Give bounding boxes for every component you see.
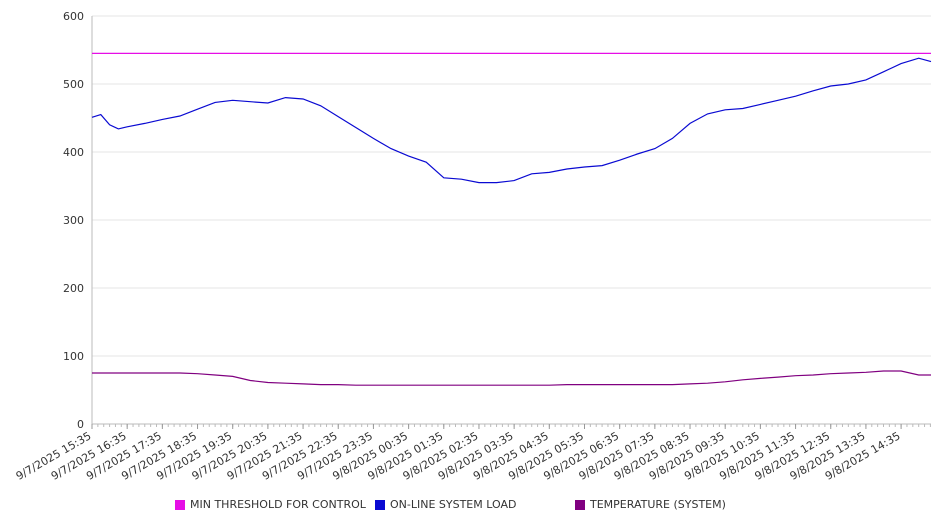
series-line-1 [91, 57, 932, 184]
legend-label-min-threshold: MIN THRESHOLD FOR CONTROL [190, 498, 366, 511]
y-tick-label: 600 [63, 10, 84, 23]
legend-label-temperature: TEMPERATURE (SYSTEM) [590, 498, 726, 511]
y-tick-label: 300 [63, 214, 84, 227]
x-axis-ticks: 9/7/2025 15:359/7/2025 16:359/7/2025 17:… [14, 424, 903, 483]
legend: MIN THRESHOLD FOR CONTROL ON-LINE SYSTEM… [0, 498, 946, 514]
series-line-2 [92, 370, 931, 386]
legend-label-system-load: ON-LINE SYSTEM LOAD [390, 498, 517, 511]
series-lines [91, 52, 932, 386]
legend-swatch-min-threshold [175, 499, 185, 510]
legend-item-temperature: TEMPERATURE (SYSTEM) [575, 498, 726, 511]
y-tick-label: 200 [63, 282, 84, 295]
legend-swatch-temperature [575, 499, 585, 510]
y-tick-label: 400 [63, 146, 84, 159]
legend-item-system-load: ON-LINE SYSTEM LOAD [375, 498, 516, 511]
legend-swatch-system-load [375, 499, 385, 510]
y-axis-ticks: 0 100 200 300 400 500 600 [63, 10, 84, 431]
legend-item-min-threshold: MIN THRESHOLD FOR CONTROL [175, 498, 366, 511]
y-tick-label: 500 [63, 78, 84, 91]
grid-lines [92, 15, 931, 357]
axes [91, 16, 931, 425]
y-tick-label: 100 [63, 350, 84, 363]
y-tick-label: 0 [77, 418, 84, 431]
